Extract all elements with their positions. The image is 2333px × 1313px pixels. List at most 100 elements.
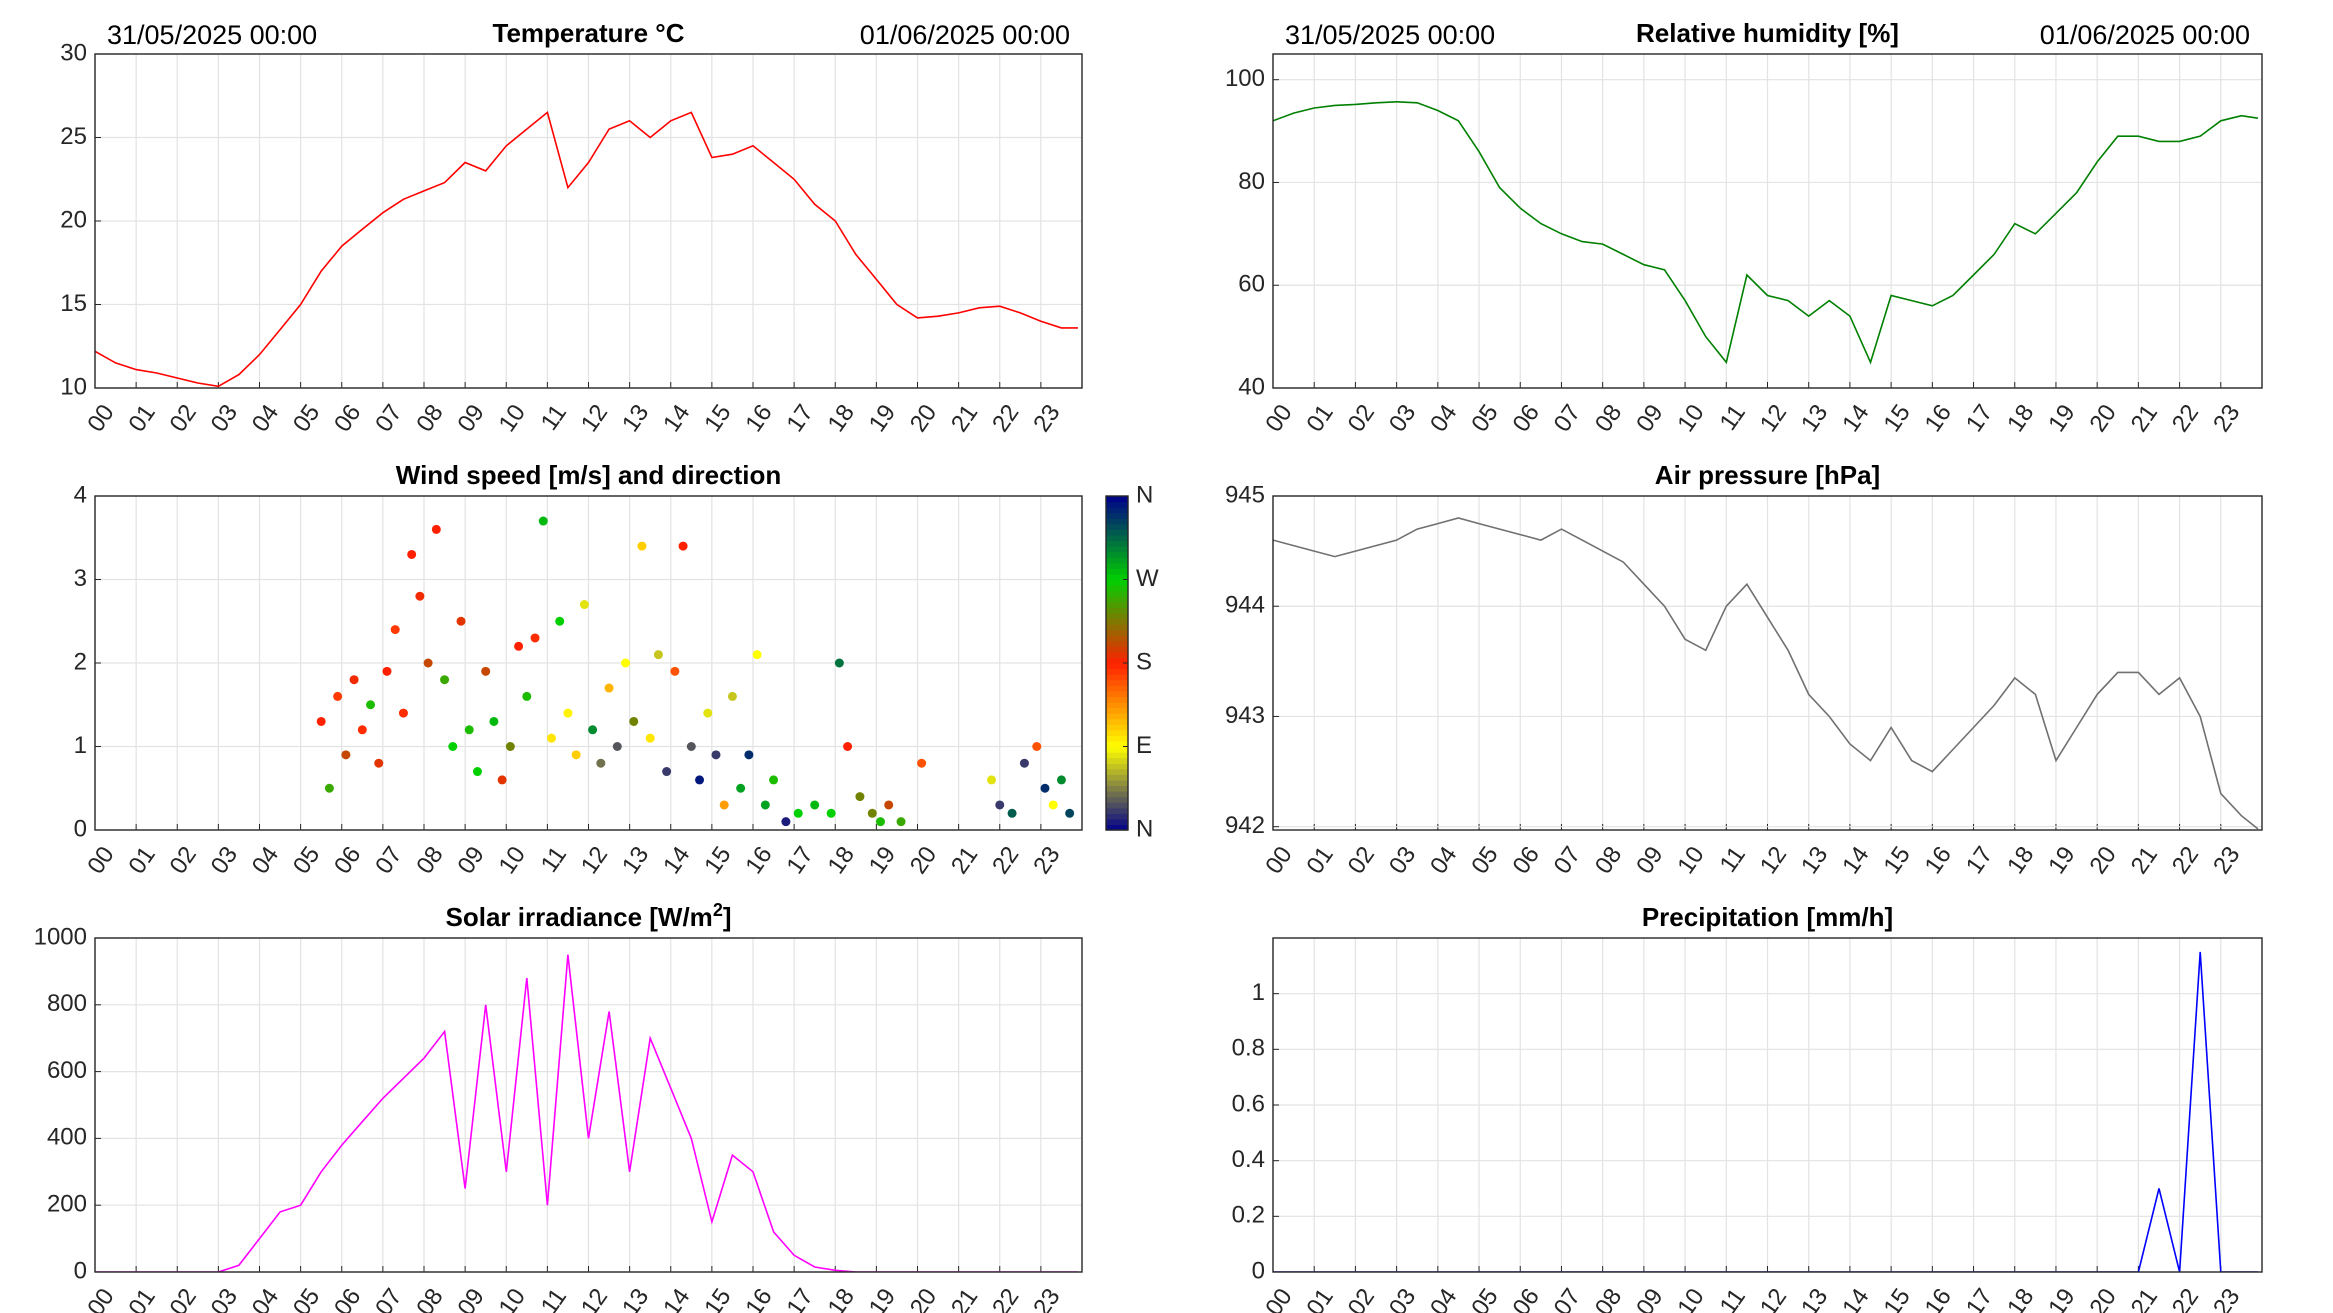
wind-point xyxy=(855,792,865,802)
x-tick-label: 09 xyxy=(1631,842,1668,879)
colorbar-cell xyxy=(1106,679,1128,686)
colorbar-label: E xyxy=(1136,732,1152,759)
y-tick-label: 0.6 xyxy=(1232,1090,1265,1117)
x-tick-label: 10 xyxy=(493,1284,530,1313)
x-tick-label: 18 xyxy=(822,1284,859,1313)
x-tick-label: 01 xyxy=(123,1284,160,1313)
wind-point xyxy=(686,742,696,751)
y-tick-label: 944 xyxy=(1225,592,1265,619)
y-tick-label: 40 xyxy=(1238,373,1265,400)
x-tick-label: 04 xyxy=(247,400,284,437)
x-tick-label: 06 xyxy=(1507,842,1544,879)
colorbar-cell xyxy=(1106,635,1128,642)
colorbar-cell xyxy=(1106,663,1128,670)
colorbar-label: N xyxy=(1136,481,1153,508)
colorbar-cell xyxy=(1106,791,1128,798)
y-tick-label: 80 xyxy=(1238,168,1265,195)
x-tick-label: 03 xyxy=(1384,842,1421,879)
colorbar-cell xyxy=(1106,718,1128,725)
colorbar-cell xyxy=(1106,551,1128,558)
x-tick-label: 03 xyxy=(206,400,243,437)
chart-title: Relative humidity [%] xyxy=(1636,18,1899,48)
wind-point xyxy=(522,691,532,701)
x-tick-label: 04 xyxy=(1425,842,1462,879)
x-tick-label: 08 xyxy=(1590,1284,1627,1313)
title-text: Air pressure [hPa] xyxy=(1655,460,1880,490)
y-tick-label: 0.8 xyxy=(1232,1035,1265,1062)
x-tick-label: 15 xyxy=(1878,1284,1915,1313)
axes-box xyxy=(1272,53,2263,389)
y-tick-label: 0.2 xyxy=(1232,1202,1265,1229)
wind-point xyxy=(448,742,458,751)
end-date: 01/06/2025 00:00 xyxy=(860,20,1070,50)
x-tick-label: 21 xyxy=(946,400,983,437)
wind-point xyxy=(366,700,376,710)
wind-point xyxy=(1040,783,1050,793)
colorbar-cell xyxy=(1106,646,1128,653)
x-tick-label: 01 xyxy=(123,400,160,437)
x-tick-label: 07 xyxy=(1549,400,1586,437)
colorbar-cell xyxy=(1106,624,1128,631)
x-tick-label: 17 xyxy=(1961,400,1998,437)
wind-point xyxy=(538,516,548,526)
colorbar-cell xyxy=(1106,802,1128,809)
colorbar-cell xyxy=(1106,585,1128,592)
x-tick-label: 04 xyxy=(1425,1284,1462,1313)
wind-point xyxy=(744,750,754,760)
x-tick-label: 04 xyxy=(247,1284,284,1313)
x-tick-label: 02 xyxy=(164,400,201,437)
colorbar-cell xyxy=(1106,512,1128,519)
x-tick-label: 10 xyxy=(1672,842,1709,879)
wind-point xyxy=(662,767,672,777)
x-tick-label: 12 xyxy=(1755,400,1792,437)
y-tick-label: 3 xyxy=(74,565,87,592)
x-tick-label: 11 xyxy=(536,1284,572,1313)
x-tick-label: 08 xyxy=(1590,400,1627,437)
y-tick-label: 4 xyxy=(74,481,87,508)
x-tick-label: 06 xyxy=(1507,400,1544,437)
y-tick-label: 600 xyxy=(47,1057,87,1084)
x-tick-label: 17 xyxy=(781,400,818,437)
wind-point xyxy=(752,650,762,660)
x-tick-label: 12 xyxy=(1755,842,1792,879)
colorbar-label: S xyxy=(1136,648,1152,675)
y-tick-label: 0 xyxy=(1252,1257,1265,1284)
colorbar-cell xyxy=(1106,573,1128,581)
x-tick-label: 09 xyxy=(452,1284,489,1313)
x-tick-label: 02 xyxy=(164,842,201,879)
x-tick-label: 11 xyxy=(536,842,572,878)
colorbar-cell xyxy=(1106,562,1128,569)
x-tick-label: 07 xyxy=(370,842,407,879)
colorbar-cell xyxy=(1106,724,1128,731)
wind-point xyxy=(398,708,408,718)
data-line xyxy=(95,954,1078,1272)
wind-point xyxy=(563,708,573,718)
x-tick-label: 06 xyxy=(1507,1284,1544,1313)
wind-point xyxy=(415,591,425,601)
colorbar-cell xyxy=(1106,534,1128,542)
y-tick-label: 945 xyxy=(1225,481,1265,508)
x-tick-label: 19 xyxy=(864,842,901,879)
x-tick-label: 11 xyxy=(1715,842,1751,878)
x-tick-label: 15 xyxy=(699,400,736,437)
title-text: Temperature °C xyxy=(493,18,685,48)
wind-point xyxy=(333,691,343,701)
y-tick-label: 0.4 xyxy=(1232,1146,1265,1173)
wind-point xyxy=(843,742,853,751)
y-tick-label: 25 xyxy=(60,123,87,150)
colorbar-cell xyxy=(1106,612,1128,620)
data-line xyxy=(95,111,1078,388)
x-tick-label: 17 xyxy=(1961,1284,1998,1313)
x-tick-label: 12 xyxy=(576,400,613,437)
x-tick-label: 22 xyxy=(987,400,1024,437)
x-tick-label: 12 xyxy=(576,1284,613,1313)
colorbar-cell xyxy=(1106,529,1128,536)
colorbar-cell xyxy=(1106,796,1128,803)
colorbar-cell xyxy=(1106,601,1128,608)
x-tick-label: 13 xyxy=(1796,842,1833,879)
wind-point xyxy=(1007,808,1017,818)
x-tick-label: 13 xyxy=(617,400,654,437)
x-tick-label: 19 xyxy=(2043,842,2080,879)
x-tick-label: 10 xyxy=(493,400,530,437)
